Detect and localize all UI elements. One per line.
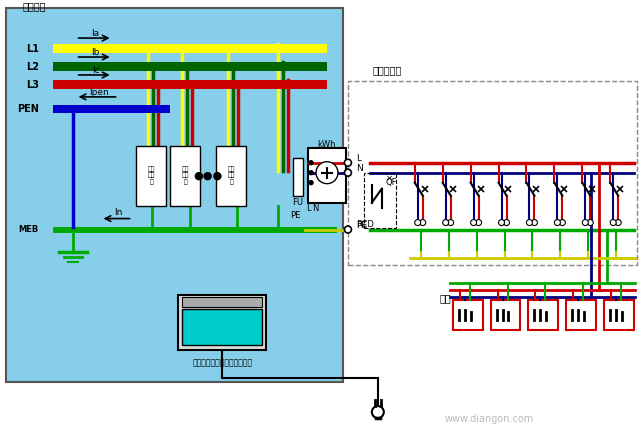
Circle shape (345, 169, 352, 176)
Circle shape (560, 220, 565, 226)
Circle shape (531, 220, 538, 226)
Bar (53, 44, 327, 53)
Text: MEB: MEB (19, 225, 39, 234)
Text: PE: PE (290, 211, 300, 220)
Circle shape (345, 226, 352, 233)
Text: L: L (306, 204, 310, 213)
Bar (6, 8, 343, 382)
Circle shape (582, 220, 588, 226)
Text: L3: L3 (26, 80, 39, 90)
Bar (491, 300, 520, 330)
Circle shape (615, 220, 621, 226)
Bar (566, 300, 596, 330)
Circle shape (309, 161, 313, 165)
Text: kWh: kWh (317, 140, 336, 149)
Text: www.diangon.com: www.diangon.com (445, 414, 534, 424)
Text: L1: L1 (26, 44, 39, 54)
Bar (293, 158, 303, 196)
Text: PE: PE (356, 221, 367, 230)
Text: 电源适配器供暖的笔记本电脑: 电源适配器供暖的笔记本电脑 (192, 358, 252, 367)
Circle shape (415, 220, 421, 226)
Circle shape (471, 220, 477, 226)
Circle shape (442, 220, 449, 226)
Circle shape (448, 220, 453, 226)
Text: ×: × (386, 174, 393, 183)
Bar (137, 146, 166, 206)
Bar (308, 148, 346, 203)
Text: 居家配电箱: 居家配电箱 (373, 65, 402, 75)
Text: PEN: PEN (17, 104, 39, 114)
Text: Ib: Ib (91, 48, 100, 57)
Text: 居家
配电
箱: 居家 配电 箱 (147, 166, 155, 185)
Text: N: N (356, 164, 363, 173)
Circle shape (316, 162, 338, 184)
Text: In: In (115, 208, 123, 217)
Circle shape (611, 220, 616, 226)
Circle shape (526, 220, 533, 226)
Bar (171, 146, 200, 206)
Bar (453, 300, 482, 330)
Text: L: L (356, 154, 361, 163)
Bar (348, 81, 637, 265)
Bar (216, 146, 246, 206)
Text: RCD: RCD (356, 220, 374, 229)
Bar (53, 62, 327, 71)
Bar (604, 300, 634, 330)
Text: ●●●: ●●● (194, 171, 223, 181)
Bar (182, 309, 262, 345)
Bar (53, 80, 327, 89)
Bar (53, 227, 337, 233)
Text: QF: QF (386, 178, 397, 187)
Circle shape (554, 220, 560, 226)
Text: 插座: 插座 (440, 293, 451, 303)
Circle shape (504, 220, 509, 226)
Text: Ipen: Ipen (89, 88, 108, 97)
Text: L2: L2 (26, 62, 39, 72)
Circle shape (345, 159, 352, 166)
Text: Ia: Ia (91, 29, 100, 38)
Circle shape (587, 220, 593, 226)
Text: Ic: Ic (92, 66, 99, 75)
Bar (529, 300, 558, 330)
Circle shape (372, 406, 384, 418)
Text: N: N (312, 204, 318, 213)
Text: FU: FU (292, 198, 303, 207)
Bar (53, 105, 171, 113)
Text: 居家
配电
箱: 居家 配电 箱 (182, 166, 189, 185)
Bar (364, 173, 396, 227)
Circle shape (309, 171, 313, 175)
Circle shape (498, 220, 504, 226)
Circle shape (420, 220, 426, 226)
Circle shape (475, 220, 482, 226)
Bar (178, 295, 266, 350)
Bar (182, 298, 262, 307)
Text: 居家
配电
箱: 居家 配电 箱 (227, 166, 235, 185)
Circle shape (309, 181, 313, 184)
Text: 总配电箱: 总配电箱 (23, 1, 46, 11)
